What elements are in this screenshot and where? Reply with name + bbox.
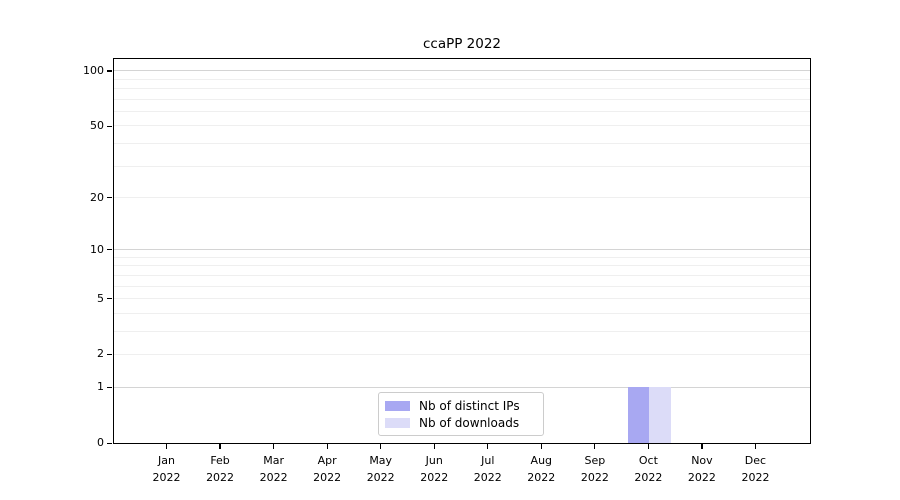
- y-tick-label: 5: [97, 291, 104, 305]
- x-tick: [273, 444, 275, 449]
- bar-nb-of-downloads-oct: [649, 387, 671, 443]
- y-tick: [107, 197, 112, 199]
- x-tick-label: Dec 2022: [741, 454, 770, 484]
- x-tick-label: Mar 2022: [259, 454, 288, 484]
- x-tick: [540, 444, 542, 449]
- legend-item-distinct-ips: Nb of distinct IPs: [385, 397, 536, 414]
- legend: Nb of distinct IPs Nb of downloads: [378, 392, 544, 436]
- x-tick: [326, 444, 328, 449]
- minor-gridline: [114, 78, 810, 80]
- x-tick-label: Apr 2022: [313, 454, 342, 484]
- minor-gridline: [114, 298, 810, 300]
- x-tick: [219, 444, 221, 449]
- major-gridline: [114, 386, 810, 388]
- x-tick: [701, 444, 703, 449]
- chart-title: ccaPP 2022: [422, 36, 502, 52]
- y-tick: [107, 442, 112, 444]
- major-gridline: [114, 70, 810, 72]
- minor-gridline: [114, 256, 810, 258]
- minor-gridline: [114, 165, 810, 167]
- x-tick-label: Jan 2022: [152, 454, 181, 484]
- y-tick-label: 1: [97, 380, 104, 394]
- x-tick-label: Nov 2022: [687, 454, 716, 484]
- y-tick: [107, 298, 112, 300]
- legend-swatch-downloads: [385, 417, 410, 428]
- minor-gridline: [114, 98, 810, 100]
- minor-gridline: [114, 274, 810, 276]
- x-tick-label: Feb 2022: [206, 454, 235, 484]
- minor-gridline: [114, 353, 810, 355]
- y-tick: [107, 249, 112, 251]
- minor-gridline: [114, 265, 810, 267]
- minor-gridline: [114, 111, 810, 113]
- legend-item-downloads: Nb of downloads: [385, 414, 536, 431]
- y-tick-label: 2: [97, 347, 104, 361]
- y-tick: [107, 125, 112, 127]
- y-tick-label: 10: [90, 242, 104, 256]
- x-tick: [433, 444, 435, 449]
- x-tick-label: Oct 2022: [634, 454, 663, 484]
- x-tick-label: Jun 2022: [420, 454, 449, 484]
- y-tick: [107, 70, 112, 72]
- y-tick: [107, 386, 112, 388]
- minor-gridline: [114, 143, 810, 145]
- x-tick-label: Jul 2022: [473, 454, 502, 484]
- x-tick-label: Aug 2022: [527, 454, 556, 484]
- x-tick: [165, 444, 168, 449]
- y-tick-label: 50: [90, 118, 104, 132]
- x-tick-label: May 2022: [366, 454, 395, 484]
- legend-swatch-distinct-ips: [385, 400, 410, 411]
- minor-gridline: [114, 285, 810, 287]
- x-tick: [487, 444, 489, 449]
- minor-gridline: [114, 88, 810, 90]
- y-tick: [107, 354, 112, 356]
- bar-nb-of-distinct-ips-oct: [627, 387, 650, 443]
- x-tick: [754, 444, 757, 449]
- minor-gridline: [114, 125, 810, 127]
- legend-label-distinct-ips: Nb of distinct IPs: [419, 398, 520, 413]
- y-tick-label: 0: [97, 436, 104, 449]
- x-tick: [380, 444, 382, 449]
- y-tick-label: 20: [90, 190, 104, 204]
- y-tick-label: 100: [83, 63, 104, 77]
- minor-gridline: [114, 330, 810, 332]
- minor-gridline: [114, 197, 810, 198]
- x-tick: [594, 444, 596, 449]
- plot-area: [113, 58, 811, 444]
- minor-gridline: [114, 312, 810, 314]
- legend-label-downloads: Nb of downloads: [419, 415, 520, 430]
- x-tick: [647, 444, 649, 449]
- x-tick-label: Sep 2022: [580, 454, 609, 484]
- major-gridline: [114, 249, 810, 251]
